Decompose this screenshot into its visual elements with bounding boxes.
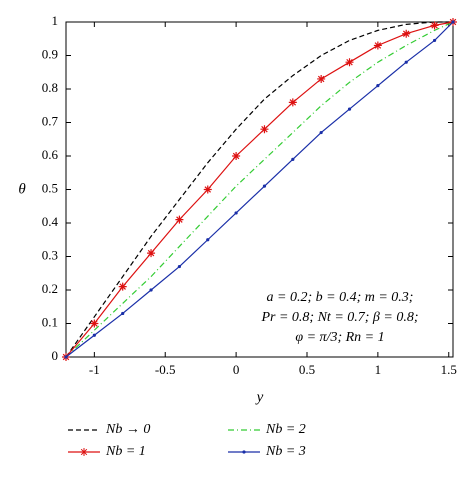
marker (376, 84, 380, 88)
y-tick-label: 0.7 (42, 113, 59, 128)
legend-label: Nb = 2 (265, 422, 306, 437)
marker (402, 29, 411, 38)
marker (92, 333, 96, 337)
legend-marker (242, 450, 246, 454)
x-tick-label: 0.5 (299, 362, 315, 377)
marker (262, 184, 267, 188)
marker (317, 74, 326, 83)
marker (149, 288, 153, 292)
marker (430, 21, 439, 30)
y-tick-label: 0.5 (42, 180, 58, 195)
y-tick-label: 0.4 (42, 214, 59, 229)
marker (404, 60, 408, 64)
y-tick-label: 0.3 (42, 247, 58, 262)
y-tick-label: 0.6 (42, 147, 59, 162)
marker (260, 125, 269, 134)
y-axis-label: θ (18, 181, 26, 197)
legend-label: Nb = 1 (105, 444, 146, 459)
marker (291, 157, 295, 161)
y-tick-label: 0.1 (42, 314, 58, 329)
legend-label: Nb = 3 (265, 444, 306, 459)
marker (288, 98, 297, 107)
marker (345, 58, 354, 67)
marker (118, 282, 127, 291)
legend-label: Nb → 0 (105, 422, 150, 437)
annotation: φ = π/3; Rn = 1 (295, 330, 384, 345)
x-tick-label: 1.5 (441, 362, 457, 377)
x-tick-label: -1 (89, 362, 100, 377)
annotation: Pr = 0.8; Nt = 0.7; β = 0.8; (260, 310, 418, 325)
marker (319, 130, 323, 135)
marker (147, 249, 156, 258)
marker (64, 355, 68, 359)
series-line (65, 21, 453, 358)
marker (451, 20, 455, 24)
marker (432, 38, 437, 43)
marker (232, 152, 241, 160)
marker (203, 185, 212, 194)
marker (177, 264, 182, 269)
marker (373, 41, 382, 50)
x-tick-label: 1 (375, 362, 382, 377)
series-line (65, 21, 454, 358)
y-tick-label: 0.8 (42, 80, 58, 95)
series-line (65, 21, 454, 358)
x-tick-label: -0.5 (155, 362, 176, 377)
marker (347, 107, 352, 111)
y-tick-label: 0.9 (42, 46, 58, 61)
marker (234, 211, 238, 215)
y-tick-label: 1 (52, 13, 59, 28)
x-tick-label: 0 (233, 362, 240, 377)
marker (206, 238, 210, 242)
annotation: a = 0.2; b = 0.4; m = 0.3; (267, 290, 414, 305)
x-axis-label: y (255, 389, 264, 405)
y-tick-label: 0.2 (42, 281, 58, 296)
marker (175, 215, 184, 224)
marker (90, 319, 99, 328)
y-tick-label: 0 (52, 348, 59, 363)
legend-marker (80, 448, 88, 456)
marker (121, 311, 125, 316)
